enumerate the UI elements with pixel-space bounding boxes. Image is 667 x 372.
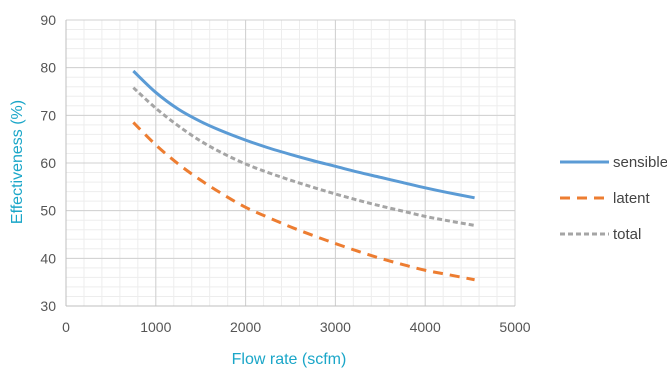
x-axis-title: Flow rate (scfm): [232, 351, 347, 368]
series-line-latent: [132, 121, 475, 282]
major-gridlines: [65, 19, 516, 307]
y-tick-label: 30: [40, 298, 56, 314]
legend: sensible latent total: [560, 154, 667, 243]
y-axis-title: Effectiveness (%): [9, 100, 26, 224]
y-tick-label: 90: [40, 12, 56, 28]
x-tick-label: 0: [62, 319, 70, 335]
x-tick-label: 2000: [230, 319, 261, 335]
series-line-sensible: [132, 69, 475, 200]
legend-label-sensible: sensible: [613, 154, 667, 171]
y-tick-labels: 30 40 50 60 70 80 90: [40, 12, 56, 314]
series-line-total: [132, 86, 475, 227]
legend-label-latent: latent: [613, 190, 651, 207]
y-tick-label: 70: [40, 107, 56, 123]
axis-lines: [65, 20, 515, 307]
legend-label-total: total: [613, 226, 641, 243]
x-tick-label: 5000: [499, 319, 530, 335]
y-tick-label: 80: [40, 60, 56, 76]
x-tick-label: 3000: [320, 319, 351, 335]
x-tick-labels: 0 1000 2000 3000 4000 5000: [62, 319, 531, 335]
y-tick-label: 50: [40, 203, 56, 219]
x-tick-label: 1000: [140, 319, 171, 335]
x-tick-label: 4000: [410, 319, 441, 335]
y-tick-label: 60: [40, 155, 56, 171]
series-lines: [132, 69, 475, 282]
y-tick-label: 40: [40, 250, 56, 266]
